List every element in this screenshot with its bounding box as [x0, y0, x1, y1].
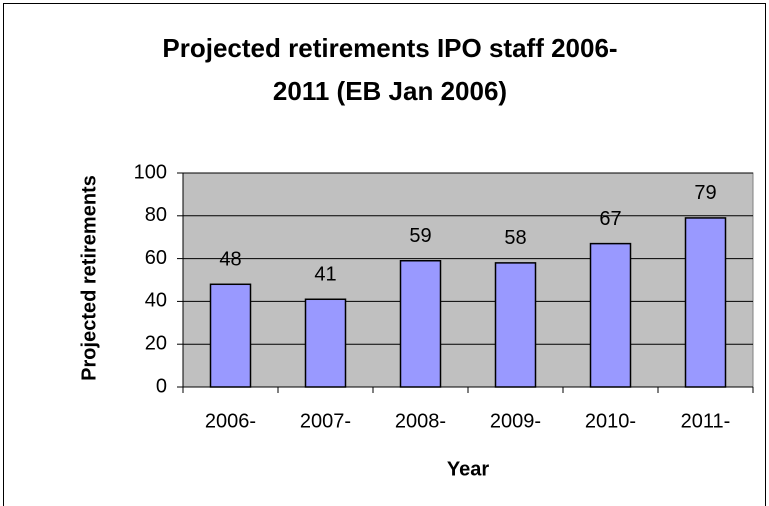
- bar: [589, 242, 632, 388]
- x-tick-label: 2008-: [395, 410, 446, 432]
- y-axis-label: Projected retirements: [78, 175, 100, 381]
- x-tick-label: 2006-: [205, 410, 256, 432]
- x-tick-label: 2009-: [490, 410, 541, 432]
- x-tick-label: 2011-: [681, 410, 731, 432]
- y-tick-label: 80: [145, 204, 167, 226]
- bar: [494, 262, 537, 388]
- data-label: 58: [504, 227, 526, 249]
- data-label: 79: [694, 182, 716, 204]
- y-tick-label: 0: [156, 375, 167, 397]
- bar: [304, 298, 347, 388]
- data-label: 59: [409, 225, 431, 247]
- y-tick-label: 40: [145, 290, 167, 312]
- bar: [684, 217, 727, 388]
- x-tick-label: 2010-: [585, 410, 636, 432]
- bar: [209, 283, 252, 388]
- plot-area: [182, 172, 754, 388]
- bar: [399, 259, 442, 388]
- chart-title: 2011 (EB Jan 2006): [273, 76, 507, 106]
- y-tick-label: 20: [145, 332, 167, 354]
- x-tick-label: 2007-: [300, 410, 351, 432]
- y-tick-label: 60: [145, 247, 167, 269]
- data-label: 41: [314, 264, 336, 286]
- chart-title: Projected retirements IPO staff 2006-: [162, 33, 617, 63]
- x-axis-label: Year: [447, 458, 489, 480]
- data-label: 67: [599, 208, 621, 230]
- data-label: 48: [219, 249, 241, 271]
- y-tick-label: 100: [134, 161, 167, 183]
